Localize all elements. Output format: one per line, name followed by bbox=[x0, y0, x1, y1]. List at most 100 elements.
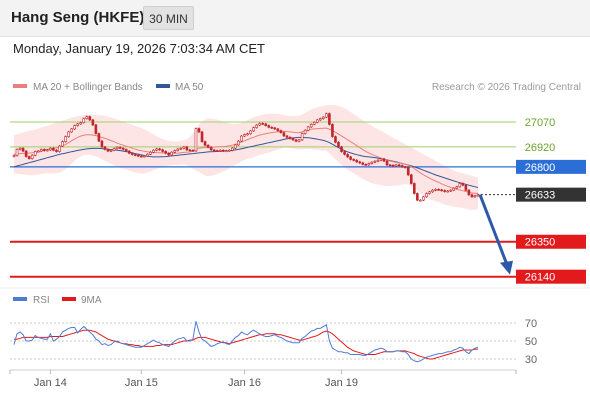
instrument-title: Hang Seng (HKFE) bbox=[11, 9, 145, 26]
candle-body bbox=[182, 146, 186, 149]
candle-body bbox=[212, 149, 216, 152]
candle-body bbox=[237, 140, 240, 146]
candle-body bbox=[58, 145, 61, 152]
candle-body bbox=[355, 159, 358, 163]
candle-body bbox=[264, 123, 268, 126]
header-bar: Hang Seng (HKFE) 30 MIN bbox=[0, 0, 590, 37]
candle-body bbox=[224, 150, 228, 153]
rsi-legend-swatch bbox=[13, 297, 27, 301]
candle-body bbox=[109, 149, 113, 152]
candle-body bbox=[134, 154, 137, 156]
candle-body bbox=[173, 150, 177, 153]
interval-button[interactable]: 30 MIN bbox=[143, 6, 194, 30]
last-price-label: 26633 bbox=[525, 190, 556, 202]
candle-body bbox=[349, 156, 352, 160]
ma20-line bbox=[13, 127, 479, 194]
candle-body bbox=[282, 132, 286, 137]
candle-body bbox=[185, 146, 189, 151]
candle-body bbox=[279, 130, 283, 133]
candle-body bbox=[431, 189, 434, 193]
candle-body bbox=[36, 150, 40, 153]
rsi-ma-legend-swatch bbox=[62, 297, 76, 301]
candle-body bbox=[164, 151, 167, 154]
last-price-tag bbox=[516, 187, 586, 202]
candle-body bbox=[303, 129, 307, 134]
candle-body bbox=[470, 194, 474, 198]
x-axis: Jan 14 Jan 15 Jan 16 Jan 19 bbox=[9, 369, 517, 389]
candle-body bbox=[346, 154, 349, 158]
candle-body bbox=[385, 160, 389, 166]
candle-body bbox=[21, 147, 25, 152]
candle-body bbox=[231, 147, 234, 151]
candle-body bbox=[52, 147, 55, 151]
candle-body bbox=[94, 124, 98, 134]
candle-body bbox=[130, 152, 134, 155]
candle-body bbox=[276, 128, 280, 131]
forecast-arrow-head bbox=[500, 260, 513, 275]
candle-body bbox=[309, 123, 313, 128]
candle-body bbox=[319, 118, 322, 121]
support-label: 26350 bbox=[525, 237, 556, 249]
candle-body bbox=[194, 128, 198, 152]
candle-body bbox=[464, 184, 468, 191]
rsi-tick-label: 30 bbox=[525, 354, 537, 366]
candle-body bbox=[127, 150, 131, 154]
candle-body bbox=[358, 161, 362, 164]
candle-body bbox=[140, 155, 143, 158]
candle-body bbox=[294, 139, 298, 142]
candle-body bbox=[337, 141, 340, 148]
candle-body bbox=[325, 113, 328, 118]
candle-body bbox=[367, 163, 371, 166]
candle-body bbox=[49, 147, 52, 151]
candle-body bbox=[88, 116, 92, 121]
candle-body bbox=[328, 113, 331, 125]
candle-body bbox=[218, 149, 222, 152]
candle-body bbox=[409, 174, 413, 184]
candle-body bbox=[97, 133, 101, 142]
ma50-legend-label: MA 50 bbox=[175, 82, 204, 93]
pivot-label: 26800 bbox=[525, 162, 556, 174]
candle-body bbox=[361, 162, 365, 165]
candle-body bbox=[215, 150, 219, 152]
candle-body bbox=[364, 164, 368, 166]
candle-body bbox=[124, 149, 128, 152]
resistance-label: 27070 bbox=[525, 117, 556, 129]
ma20-legend-swatch bbox=[13, 84, 27, 88]
candle-body bbox=[461, 183, 465, 186]
candle-body bbox=[288, 136, 292, 139]
candle-body bbox=[191, 149, 195, 152]
candle-body bbox=[443, 190, 446, 192]
candle-body bbox=[449, 189, 453, 192]
candle-body bbox=[209, 146, 213, 151]
candle-body bbox=[331, 124, 334, 137]
candle-body bbox=[376, 159, 380, 162]
rsi-tick-label: 70 bbox=[525, 318, 537, 330]
timestamp: Monday, January 19, 2026 7:03:34 AM CET bbox=[13, 41, 265, 56]
candle-body bbox=[106, 149, 110, 152]
candle-body bbox=[67, 131, 70, 137]
candle-body bbox=[33, 151, 37, 156]
candle-body bbox=[43, 149, 46, 151]
candle-body bbox=[312, 121, 316, 125]
candle-body bbox=[437, 189, 440, 191]
candle-body bbox=[300, 133, 304, 141]
candle-body bbox=[158, 148, 161, 151]
candle-body bbox=[18, 147, 22, 150]
candle-body bbox=[12, 155, 16, 157]
candle-body bbox=[306, 126, 310, 131]
ma20-legend-label: MA 20 + Bollinger Bands bbox=[33, 82, 143, 93]
candle-body bbox=[143, 155, 146, 158]
candle-body bbox=[85, 116, 89, 119]
candle-body bbox=[258, 123, 261, 126]
candle-body bbox=[243, 134, 246, 137]
candle-body bbox=[155, 148, 158, 151]
x-tick-label: Jan 16 bbox=[228, 377, 261, 389]
candles bbox=[12, 112, 480, 202]
forecast-arrow-shaft bbox=[478, 194, 509, 266]
candle-body bbox=[388, 164, 392, 167]
candle-body bbox=[179, 147, 183, 150]
candle-body bbox=[91, 119, 95, 126]
x-tick-label: Jan 15 bbox=[125, 377, 158, 389]
candle-body bbox=[370, 161, 374, 164]
